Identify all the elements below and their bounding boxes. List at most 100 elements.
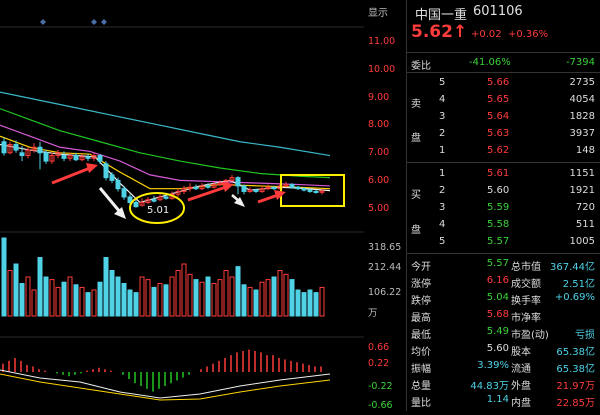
candle-body — [157, 196, 163, 201]
stat-label: 均价 — [411, 347, 431, 358]
candle-body — [253, 189, 259, 192]
bid-row[interactable]: 3 5.59 720 — [407, 200, 600, 216]
volume: 148 — [575, 145, 595, 156]
volume-bar — [235, 266, 241, 317]
volume-bar — [199, 281, 205, 317]
volume-bar — [307, 289, 313, 317]
level: 3 — [439, 202, 446, 213]
stat-label: 振幅 — [411, 364, 431, 375]
stat-row: 跌停 5.04 换手率 +0.69% — [407, 290, 600, 307]
price-axis: 显示 11.00 10.00 9.00 8.00 7.00 6.00 5.00 … — [364, 0, 406, 411]
level: 2 — [439, 185, 446, 196]
volume-bar — [253, 289, 259, 317]
bid-row[interactable]: 4 5.58 511 — [407, 217, 600, 233]
macd-dif-line — [0, 369, 331, 399]
candle-body — [121, 188, 127, 198]
price-change-pct: +0.36% — [508, 29, 549, 40]
macd-tick: -0.22 — [368, 381, 393, 392]
volume-bar — [277, 270, 283, 317]
volume-bar — [157, 283, 163, 317]
volume-bar — [49, 279, 55, 317]
level: 1 — [439, 145, 446, 156]
volume-bar — [145, 279, 151, 317]
volume-bar — [151, 286, 157, 317]
level: 1 — [439, 168, 446, 179]
candle-body — [175, 190, 181, 195]
ask-row[interactable]: 4 5.65 4054 — [407, 92, 600, 108]
volume-bar — [91, 289, 97, 317]
candle-body — [265, 186, 271, 190]
ask-row[interactable]: 3 5.64 1828 — [407, 109, 600, 125]
price: 5.64 — [487, 111, 510, 122]
stat-value: 6.16 — [486, 275, 509, 286]
candle-body — [25, 149, 31, 157]
stat-label: 最低 — [411, 330, 431, 341]
volume-tick: 318.65 — [368, 242, 402, 253]
stat-label: 最高 — [411, 313, 431, 324]
volume: 511 — [575, 219, 595, 230]
buy-side-label: 买 — [411, 190, 421, 201]
display-button[interactable]: 显示 — [368, 8, 388, 19]
volume-bar — [175, 270, 181, 317]
price-tick: 7.00 — [368, 147, 390, 158]
candle-body — [283, 184, 289, 187]
commission-row: 委比 -41.06% -7394 — [407, 55, 600, 72]
volume-bar — [295, 289, 301, 317]
candle-body — [19, 152, 25, 157]
trend-arrow-red-2 — [187, 182, 234, 202]
stat-value: 22.85万 — [556, 398, 595, 409]
macd-tick: -0.66 — [368, 400, 393, 411]
low-price-label: 5.01 — [147, 205, 169, 216]
stock-code: 601106 — [473, 4, 523, 19]
stat-label: 总市值 — [511, 262, 541, 273]
candle-body — [301, 188, 307, 191]
candle-body — [229, 177, 235, 181]
volume-bar — [313, 292, 319, 317]
price-tick: 5.00 — [368, 203, 390, 214]
stock-name: 中国一重 — [415, 8, 468, 23]
candle-body — [91, 155, 97, 159]
ask-row[interactable]: 1 5.62 148 — [407, 143, 600, 159]
stat-row: 均价 5.60 股本 65.38亿 — [407, 341, 600, 358]
stat-value: 5.60 — [486, 343, 509, 354]
stat-value: 5.57 — [486, 258, 509, 269]
price: 5.66 — [487, 77, 510, 88]
volume-bar — [163, 284, 169, 317]
kline-chart[interactable]: 5.01 — [0, 0, 364, 411]
stat-row: 量比 1.14 内盘 22.85万 — [407, 392, 600, 409]
volume-bar — [115, 276, 121, 317]
stat-value: 5.49 — [486, 326, 509, 337]
volume-bar — [139, 276, 145, 317]
stat-value: 65.38亿 — [556, 364, 595, 375]
level: 5 — [439, 236, 446, 247]
stat-row: 今开 5.57 总市值 367.44亿 — [407, 256, 600, 273]
stat-value: 65.38亿 — [556, 347, 595, 358]
candle-body — [13, 144, 19, 151]
quote-panel: 中国一重 601106 5.62↑ +0.02 +0.36% 委比 -41.06… — [406, 0, 600, 411]
kline-chart-area[interactable]: 5.01 — [0, 0, 364, 411]
volume-bar — [103, 257, 109, 317]
price: 5.61 — [487, 168, 510, 179]
level: 2 — [439, 128, 446, 139]
candle-body — [319, 190, 325, 193]
candle-body — [187, 186, 193, 190]
ask-row[interactable]: 2 5.63 3937 — [407, 126, 600, 142]
volume: 1828 — [569, 111, 595, 122]
bid-row[interactable]: 2 5.60 1921 — [407, 183, 600, 199]
ma-line-10 — [0, 135, 331, 190]
candle-body — [109, 174, 115, 181]
bid-row[interactable]: 5 5.57 1005 — [407, 234, 600, 250]
volume-bar — [247, 286, 253, 317]
volume: 1151 — [569, 168, 595, 179]
price: 5.58 — [487, 219, 510, 230]
trend-arrow-white-1 — [98, 187, 126, 219]
consolidation-highlight-box — [280, 174, 345, 207]
volume-bar — [13, 263, 19, 317]
stat-label: 成交额 — [511, 279, 541, 290]
bid-row[interactable]: 1 5.61 1151 — [407, 166, 600, 182]
stat-label: 总量 — [411, 381, 431, 392]
sell-side-label: 卖 — [411, 99, 421, 110]
ask-row[interactable]: 5 5.66 2735 — [407, 75, 600, 91]
price: 5.62 — [487, 145, 510, 156]
volume-bar — [211, 283, 217, 317]
